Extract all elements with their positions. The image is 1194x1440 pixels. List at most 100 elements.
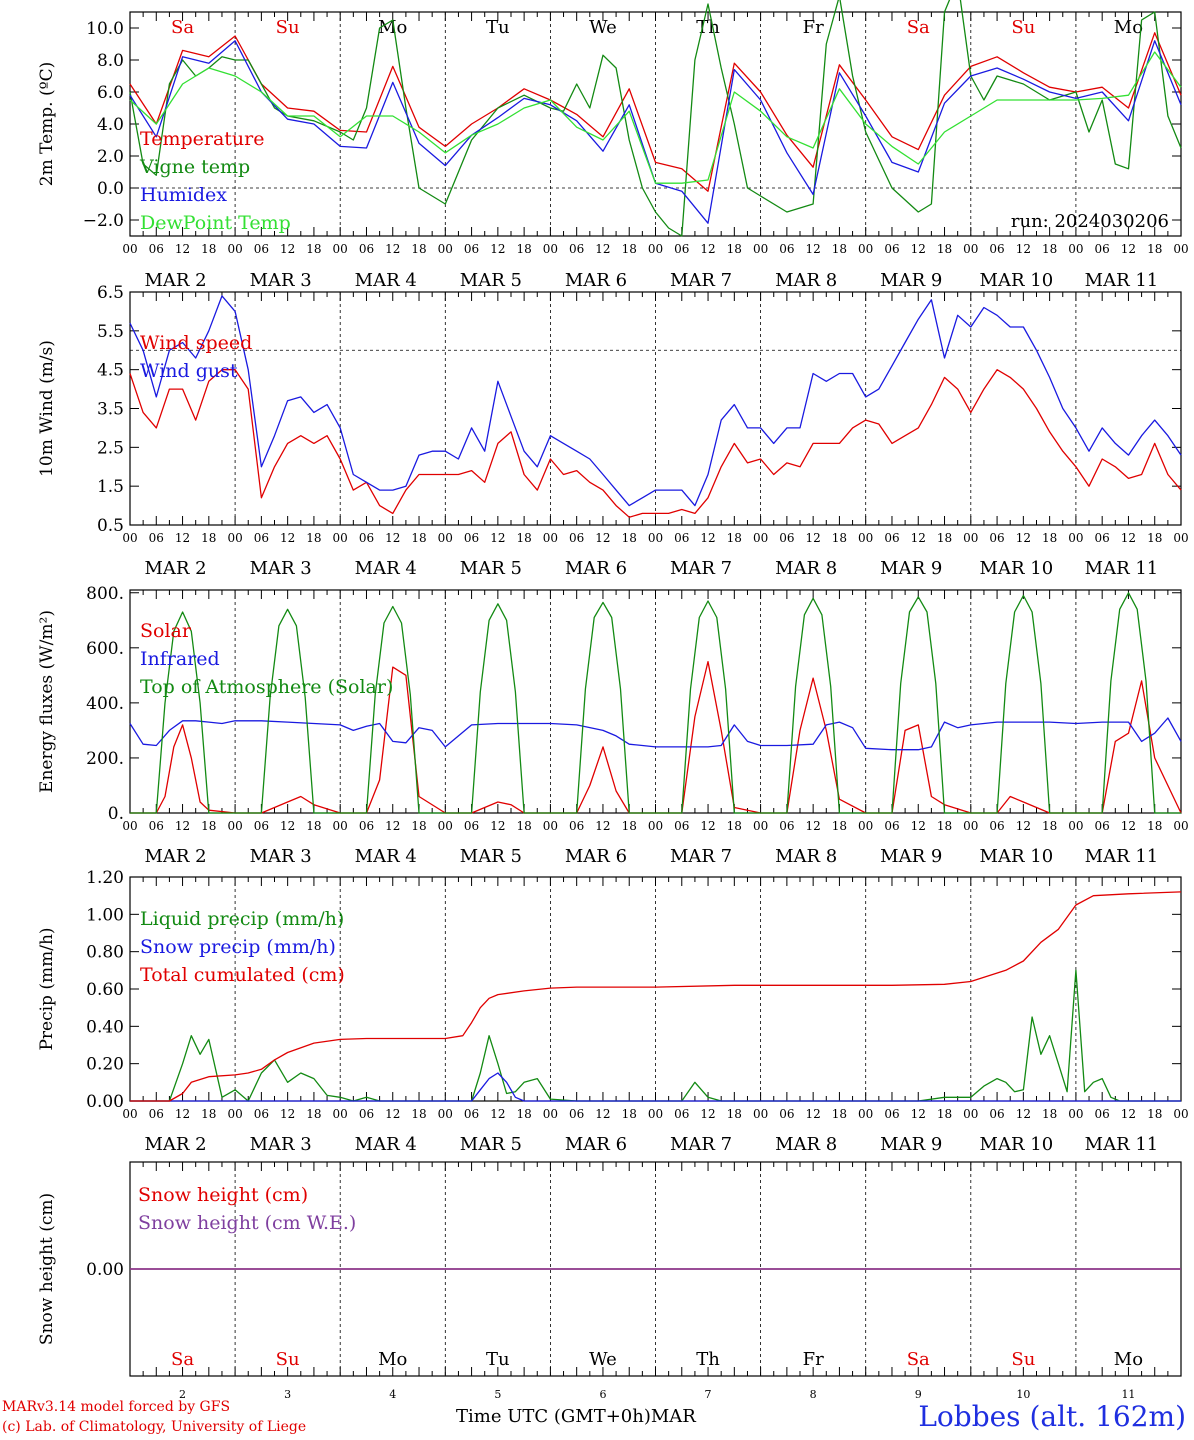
hour-tick-label: 12 [490,242,505,256]
hour-tick-label: 06 [254,819,269,833]
series-line-vigne-temp [129,0,1182,237]
weekday-label: Su [1011,17,1035,38]
hour-tick-label: 18 [1042,1107,1057,1121]
series-line-infrared [129,717,1182,751]
y-tick-label: 0.00 [86,1260,124,1280]
hour-tick-label: 06 [359,1107,374,1121]
hour-tick-label: 00 [1173,242,1188,256]
hour-tick-label: 12 [1016,819,1031,833]
hour-tick-label: 12 [280,531,295,545]
hour-tick-label: 12 [1121,819,1136,833]
date-label: MAR 5 [460,1134,522,1155]
y-tick-label: 4.5 [97,361,124,381]
hour-tick-label: 00 [648,1107,663,1121]
hour-tick-label: 12 [595,242,610,256]
hour-tick-label: 12 [385,1107,400,1121]
hour-tick-label: 12 [911,242,926,256]
legend-entry: Total cumulated (cm) [140,964,345,986]
hour-tick-label: 18 [727,531,742,545]
weekday-label: Mo [1114,17,1143,38]
y-tick-label: 6.5 [97,283,124,303]
hour-tick-label: 00 [858,242,873,256]
hour-tick-label: 00 [963,819,978,833]
hour-tick-label: 06 [884,242,899,256]
date-label: MAR 3 [250,558,312,579]
weekday-label: Sa [171,17,194,38]
day-number-label: 4 [389,1388,396,1401]
day-number-label: 11 [1121,1388,1135,1401]
hour-tick-label: 06 [149,1107,164,1121]
legend-entry: Snow height (cm) [138,1184,308,1206]
hour-tick-label: 00 [333,819,348,833]
y-tick-label: 2.0 [97,147,124,167]
hour-tick-label: 18 [1147,1107,1162,1121]
hour-tick-label: 06 [464,819,479,833]
series-line-top-of-atmosphere-solar [130,592,1181,814]
y-tick-label: 0. [108,804,124,824]
hour-tick-label: 00 [122,242,137,256]
hour-tick-label: 06 [149,531,164,545]
y-tick-label: 800. [86,584,124,604]
hour-tick-label: 00 [543,242,558,256]
weekday-label: Su [276,1349,300,1370]
date-label: MAR 11 [1085,270,1159,291]
hour-tick-label: 06 [674,531,689,545]
weekday-label: Tu [486,1349,510,1370]
date-label: MAR 7 [670,270,732,291]
date-label: MAR 2 [144,846,206,867]
date-label: MAR 9 [880,846,942,867]
hour-tick-label: 00 [333,242,348,256]
date-label: MAR 5 [460,558,522,579]
y-axis-label: 10m Wind (m/s) [37,340,57,477]
hour-tick-label: 18 [201,1107,216,1121]
series-line-dewpoint-temp [129,51,1182,184]
date-label: MAR 7 [670,1134,732,1155]
legend-entry: Liquid precip (mm/h) [140,908,344,930]
y-tick-label: 1.5 [97,477,124,497]
hour-tick-label: 12 [175,819,190,833]
y-tick-label: 8.0 [97,51,124,71]
y-tick-label: 600. [86,639,124,659]
y-tick-label: 1.20 [86,868,124,888]
hour-tick-label: 12 [700,242,715,256]
date-label: MAR 9 [880,558,942,579]
date-label: MAR 10 [980,846,1054,867]
hour-tick-label: 00 [753,819,768,833]
hour-tick-label: 06 [989,1107,1004,1121]
hour-tick-label: 18 [622,242,637,256]
hour-tick-label: 00 [648,242,663,256]
time-axis-label: Time UTC (GMT+0h)MAR [456,1406,696,1427]
hour-tick-label: 06 [254,1107,269,1121]
date-label: MAR 3 [250,846,312,867]
time-axis-text: Time UTC (GMT+0h) [456,1406,651,1427]
hour-tick-label: 06 [884,819,899,833]
y-axis-label: Precip (mm/h) [37,927,57,1050]
hour-tick-label: 12 [385,819,400,833]
weekday-label: Sa [907,17,930,38]
hour-tick-label: 12 [700,1107,715,1121]
hour-tick-label: 12 [806,242,821,256]
date-label: MAR 11 [1085,1134,1159,1155]
hour-tick-label: 12 [595,531,610,545]
hour-tick-label: 06 [1095,1107,1110,1121]
hour-tick-label: 18 [516,1107,531,1121]
hour-tick-label: 00 [648,819,663,833]
y-axis-label: 2m Temp. (ºC) [37,62,57,187]
y-tick-label: 2.5 [97,438,124,458]
hour-tick-label: 06 [674,819,689,833]
hour-tick-label: 00 [227,531,242,545]
hour-tick-label: 00 [438,1107,453,1121]
date-label: MAR 2 [144,1134,206,1155]
date-label: MAR 11 [1085,846,1159,867]
weekday-label: Sa [907,1349,930,1370]
hour-tick-label: 00 [122,819,137,833]
hour-tick-label: 12 [806,819,821,833]
hour-tick-label: 06 [989,242,1004,256]
hour-tick-label: 06 [254,531,269,545]
legend-entry: Snow precip (mm/h) [140,936,336,958]
hour-tick-label: 12 [175,531,190,545]
hour-tick-label: 00 [963,531,978,545]
hour-tick-label: 18 [832,819,847,833]
date-label: MAR 2 [144,270,206,291]
hour-tick-label: 12 [490,531,505,545]
